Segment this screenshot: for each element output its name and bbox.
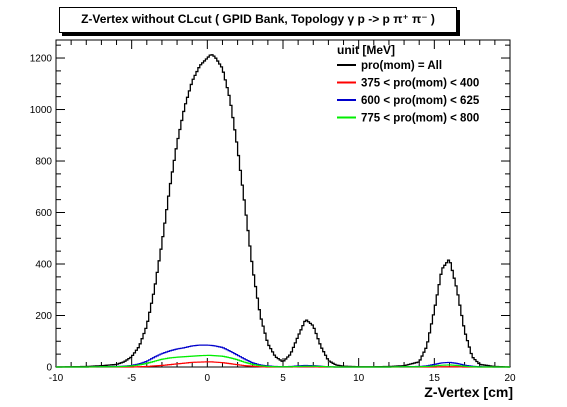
x-tick-label: 0 [205, 373, 211, 384]
legend-entry-0: pro(mom) = All [361, 60, 442, 72]
legend-entry-2: 600 < pro(mom) < 625 [361, 95, 480, 107]
x-tick-label: 15 [429, 373, 441, 384]
x-tick-label: 10 [353, 373, 365, 384]
axis-ticks [55, 40, 511, 368]
y-tick-label: 800 [35, 157, 52, 168]
legend-entry-1: 375 < pro(mom) < 400 [361, 78, 479, 90]
legend: unit [MeV] pro(mom) = All 375 < pro(mom) … [337, 43, 480, 125]
y-tick-label: 600 [35, 208, 52, 219]
x-tick-label: 20 [504, 373, 516, 384]
x-tick-label: -5 [127, 373, 136, 384]
chart-title: Z-Vertex without CLcut ( GPID Bank, Topo… [59, 7, 457, 33]
y-tick-label: 200 [35, 311, 52, 322]
x-tick-label: 5 [280, 373, 286, 384]
legend-title: unit [MeV] [337, 43, 395, 57]
y-tick-label: 400 [35, 260, 52, 271]
series-line-3 [56, 354, 510, 368]
x-tick-label: -10 [49, 373, 64, 384]
y-tick-label: 1000 [30, 105, 53, 116]
series-line-0 [55, 54, 511, 368]
legend-entry-3: 775 < pro(mom) < 800 [361, 113, 479, 125]
y-tick-label: 1200 [30, 54, 53, 65]
series-curves [55, 54, 511, 368]
y-tick-label: 0 [46, 363, 52, 374]
x-axis-title: Z-Vertex [cm] [424, 384, 513, 400]
